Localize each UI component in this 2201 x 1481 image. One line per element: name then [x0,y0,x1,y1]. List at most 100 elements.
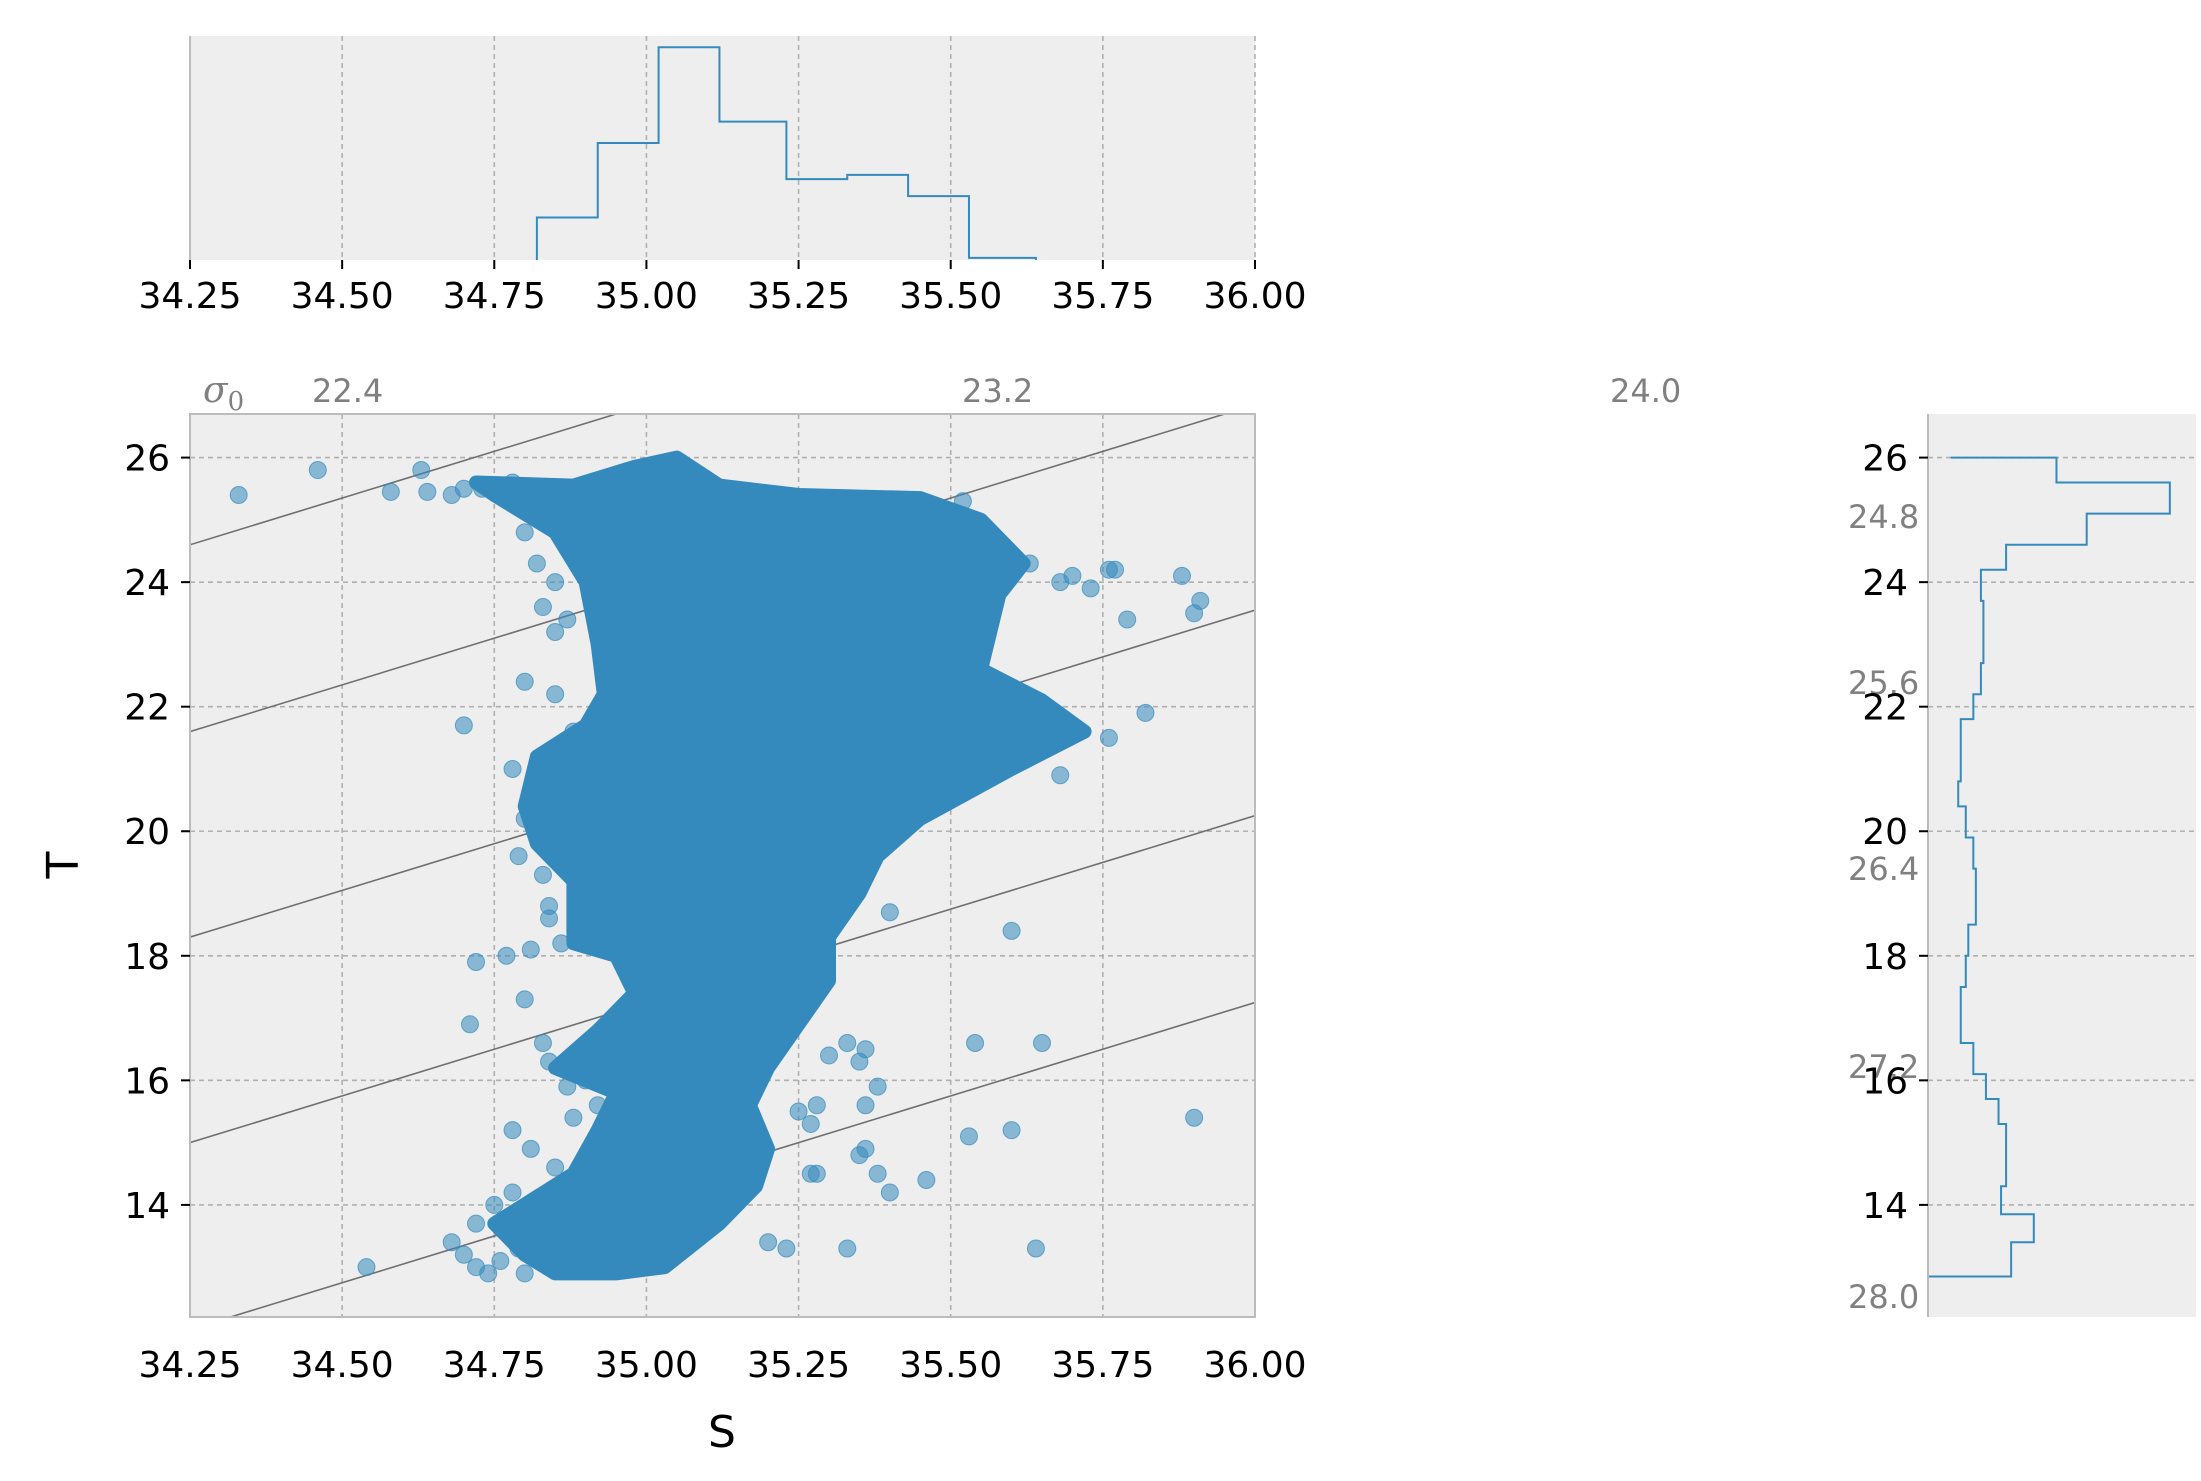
top-x-tick-label: 35.25 [747,276,850,317]
scatter-point [777,1239,796,1258]
scatter-point [540,909,559,928]
scatter-point [807,1096,826,1115]
scatter-x-tick-label: 35.75 [1051,1345,1154,1386]
right-y-tick-label: 14 [1862,1186,1908,1227]
scatter-point [868,1077,887,1096]
right-y-tick-label: 22 [1862,688,1908,729]
x-axis-label: S [708,1407,736,1458]
scatter-y-tick-label: 22 [124,688,170,729]
scatter-point [838,1033,857,1052]
top-x-tick-label: 36.00 [1203,276,1306,317]
scatter-point [467,953,486,972]
scatter-point [460,1015,479,1034]
scatter-point [479,1264,498,1283]
scatter-point [308,461,327,480]
scatter-point [953,492,972,511]
density-label-24.0: 24.0 [1610,372,1681,410]
scatter-point [820,903,838,922]
scatter-point [564,1108,583,1127]
scatter-y-tick-label: 16 [124,1061,170,1102]
scatter-point [509,847,528,866]
scatter-point [467,1214,486,1233]
scatter-point [515,672,534,691]
scatter-point [521,940,540,959]
right-histogram-y-ticks: 14 16 18 20 22 24 26 [1862,439,1928,1227]
scatter-point [503,759,522,778]
scatter-point [515,990,534,1009]
scatter-point [503,473,522,492]
scatter-point [473,479,492,498]
scatter-point [966,1033,985,1052]
right-y-tick-label: 16 [1862,1061,1908,1102]
scatter-point [1191,591,1210,610]
scatter-point [1002,1121,1021,1140]
scatter-point [381,482,400,501]
scatter-point [1002,921,1021,940]
scatter-x-tick-label: 36.00 [1203,1345,1306,1386]
top-histogram-step-line [535,46,1037,260]
density-label-22.4: 22.4 [312,372,383,410]
right-y-tick-label: 18 [1862,937,1908,978]
scatter-point [540,1052,559,1071]
top-x-tick-label: 34.25 [138,276,241,317]
scatter-point [527,554,546,573]
top-x-tick-label: 34.75 [443,276,546,317]
scatter-point [521,1139,540,1158]
scatter-point [880,903,899,922]
right-histogram: 24.8 25.6 26.4 27.2 28.0 14 16 18 20 22 24 26 [1848,414,2196,1317]
scatter-point [515,1264,534,1283]
scatter-point [588,1096,607,1115]
scatter-y-tick-label: 24 [124,563,170,604]
scatter-point [454,479,473,498]
scatter-y-tick-label: 18 [124,937,170,978]
scatter-point [546,622,565,641]
scatter-point [959,1127,978,1146]
sigma-symbol: σ [203,370,229,411]
sigma-subscript: 0 [228,387,245,417]
scatter-point [454,716,473,735]
top-x-tick-label: 35.00 [595,276,698,317]
scatter-point [564,1046,583,1065]
scatter-x-tick-label: 35.00 [595,1345,698,1386]
density-label-27.2: 27.2 [1848,1048,1919,1086]
top-x-tick-label: 35.50 [899,276,1002,317]
scatter-point [1106,560,1125,579]
scatter-frame [189,413,1256,1318]
scatter-point [1026,1239,1045,1258]
top-x-tick-label: 34.50 [291,276,394,317]
scatter-point [1118,610,1137,629]
scatter-points [229,461,1210,1283]
scatter-point [1172,566,1191,585]
scatter-x-tick-label: 35.25 [747,1345,850,1386]
density-label-28.0: 28.0 [1848,1278,1919,1316]
scatter-point [1136,703,1155,722]
scatter-x-ticks: 34.25 34.50 34.75 35.00 35.25 35.50 35.75 36.00 [138,1345,1306,1386]
top-histogram-x-ticks: 34.25 34.50 34.75 35.00 35.25 35.50 35.75 36.00 [138,260,1307,317]
right-y-tick-label: 24 [1862,563,1908,604]
scatter-point [850,1146,869,1165]
scatter-point [880,1183,899,1202]
scatter-point [856,1040,875,1059]
scatter-y-tick-label: 20 [124,812,170,853]
top-histogram-background [190,36,1255,260]
density-label-23.2: 23.2 [962,372,1033,410]
ts-scatter-panel: 34.25 34.50 34.75 35.00 35.25 35.50 35.75 36.00… [38,370,1681,1458]
scatter-point [558,1077,577,1096]
scatter-point [856,1096,875,1115]
top-x-tick-label: 35.75 [1051,276,1154,317]
scatter-point [454,1245,473,1264]
scatter-point [1081,579,1100,598]
scatter-point [576,1071,595,1090]
scatter-point [1099,728,1118,747]
scatter-point [229,485,248,504]
density-label-24.8: 24.8 [1848,498,1919,536]
scatter-point [1051,766,1070,785]
scatter-point [552,934,571,953]
scatter-point [546,685,565,704]
scatter-point [917,1170,936,1189]
scatter-y-tick-label: 26 [124,439,170,480]
scatter-point [546,1158,565,1177]
scatter-point [509,1239,528,1258]
scatter-x-tick-label: 34.50 [291,1345,394,1386]
scatter-point [801,1114,820,1133]
